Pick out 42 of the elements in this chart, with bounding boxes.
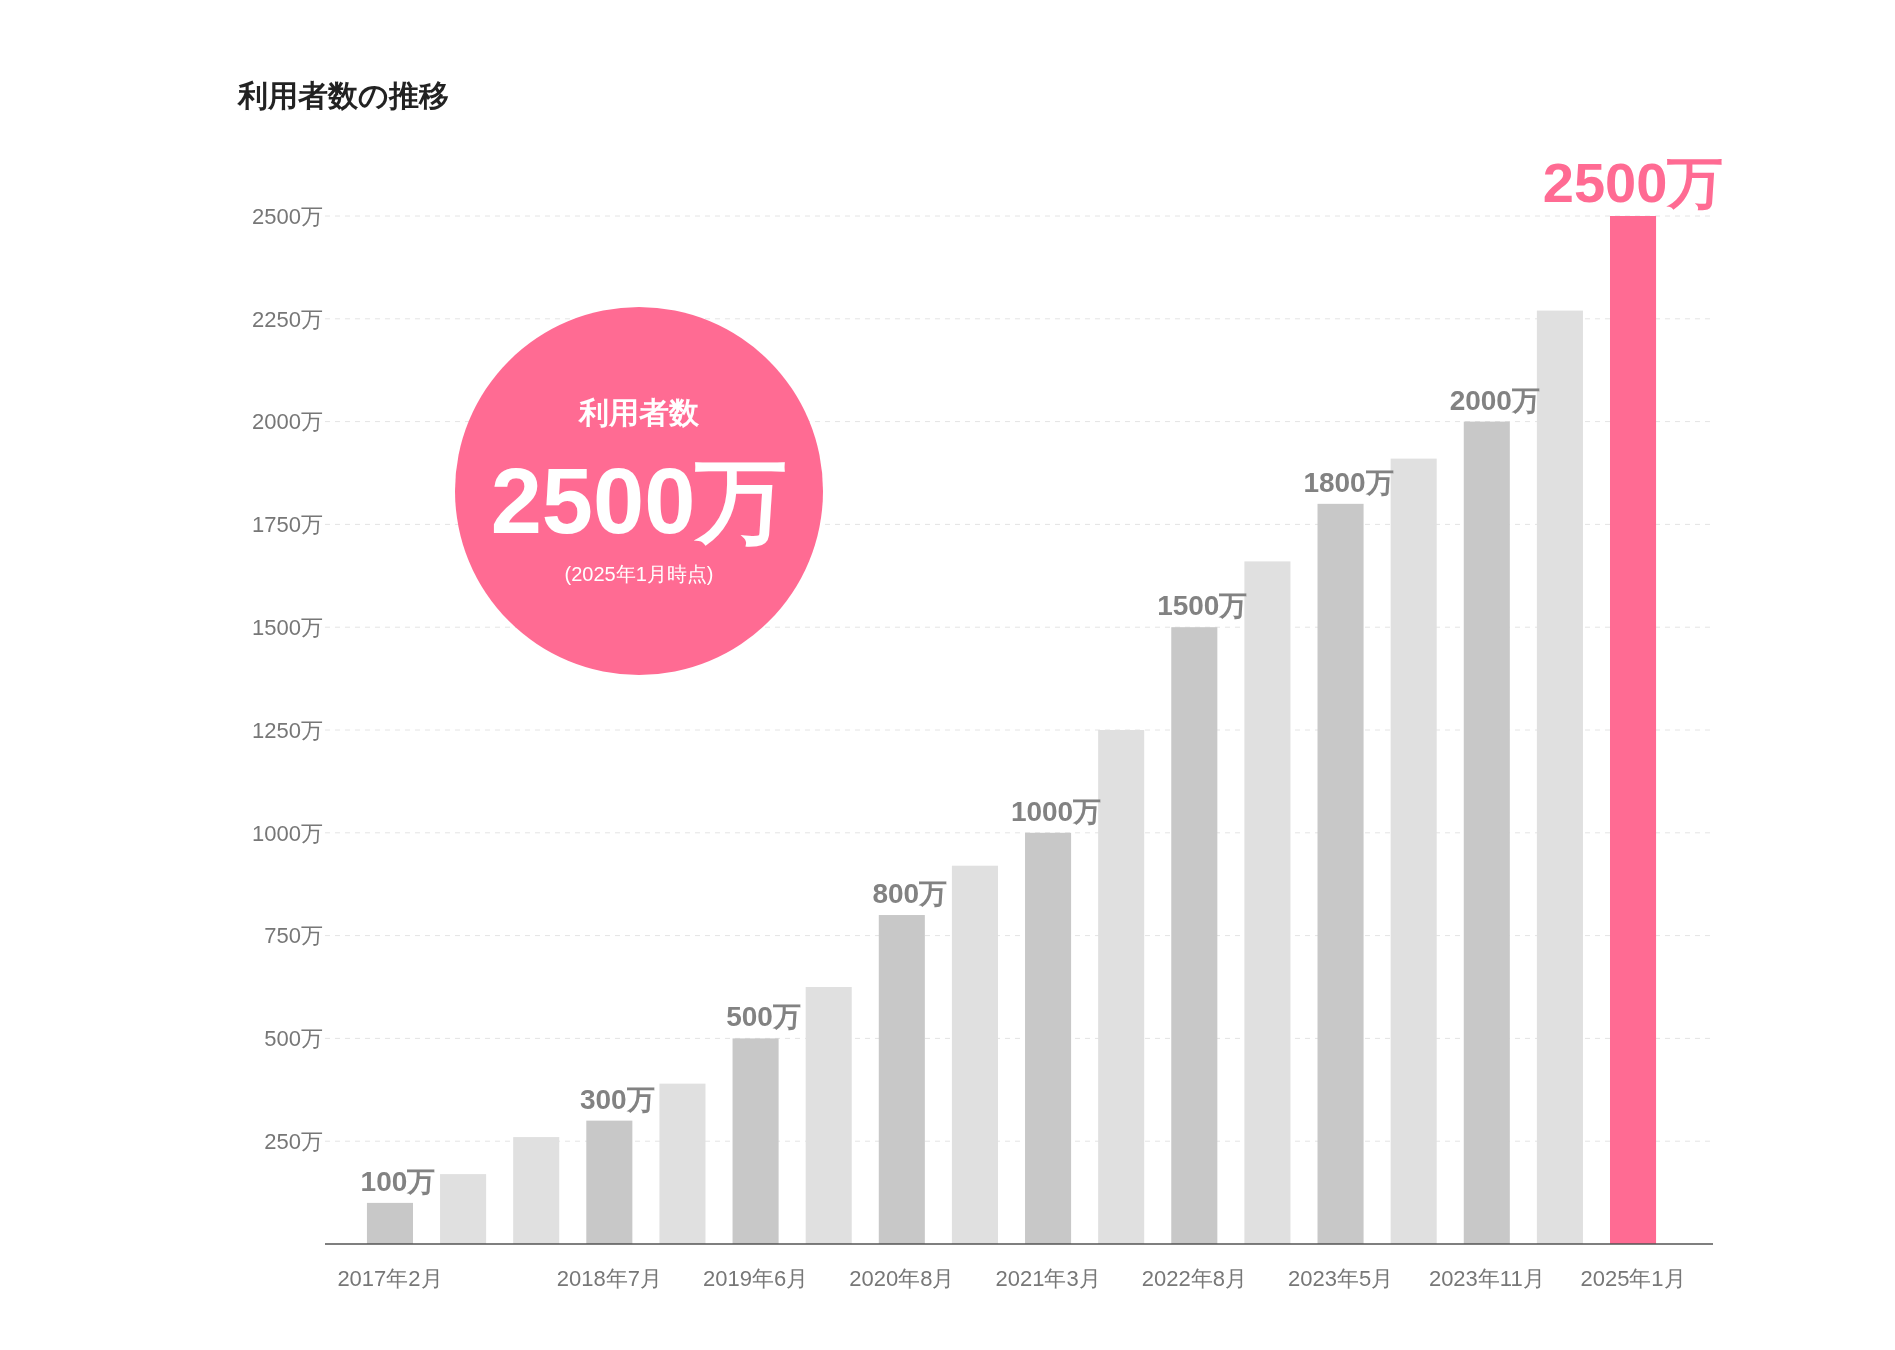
bar	[586, 1120, 633, 1244]
y-tick-label: 250万	[264, 1128, 323, 1154]
y-tick-label: 1250万	[252, 717, 323, 743]
annotation: (2025年1月時点)	[564, 563, 714, 585]
data-label: 2000万	[1449, 384, 1540, 416]
x-tick-label: 2017年2月	[337, 1266, 443, 1291]
bar	[440, 1174, 487, 1244]
y-tick-label: 750万	[264, 923, 323, 949]
x-tick-label: 2023年11月	[1428, 1266, 1545, 1291]
y-tick-label: 2500万	[252, 203, 323, 229]
bar	[366, 1202, 413, 1244]
bar	[732, 1038, 779, 1244]
y-tick-label: 500万	[264, 1026, 323, 1052]
y-tick-label: 2000万	[252, 409, 323, 435]
x-tick-label: 2023年5月	[1287, 1266, 1394, 1291]
data-label: 2500万	[1542, 151, 1724, 214]
data-label: 1500万	[1157, 590, 1248, 622]
data-label: 1000万	[1010, 795, 1102, 827]
data-label: 800万	[872, 878, 948, 910]
x-tick-label: 2020年8月	[849, 1266, 955, 1291]
x-tick-label: 2018年7月	[556, 1266, 662, 1291]
data-label: 500万	[726, 1001, 801, 1033]
bar	[1025, 832, 1072, 1244]
annotation: 2500万	[490, 450, 788, 552]
x-tick-label: 2019年6月	[702, 1266, 809, 1291]
x-tick-label: 2025年1月	[1580, 1266, 1686, 1291]
y-tick-label: 1500万	[252, 614, 323, 640]
bar	[1463, 421, 1510, 1244]
y-tick-label: 1750万	[252, 512, 323, 538]
annotation: 利用者数	[578, 396, 700, 429]
x-tick-label: 2021年3月	[995, 1266, 1101, 1291]
data-label: 1800万	[1303, 466, 1394, 498]
y-tick-label: 1000万	[252, 820, 323, 846]
bar	[1610, 216, 1657, 1244]
y-tick-label: 2250万	[252, 306, 323, 332]
data-label: 300万	[579, 1083, 655, 1115]
x-tick-label: 2022年8月	[1141, 1266, 1247, 1291]
bar	[878, 915, 925, 1244]
bar	[1317, 503, 1364, 1244]
bar	[1171, 627, 1218, 1244]
chart-title: 利用者数の推移	[237, 79, 449, 112]
data-label: 100万	[360, 1165, 436, 1197]
